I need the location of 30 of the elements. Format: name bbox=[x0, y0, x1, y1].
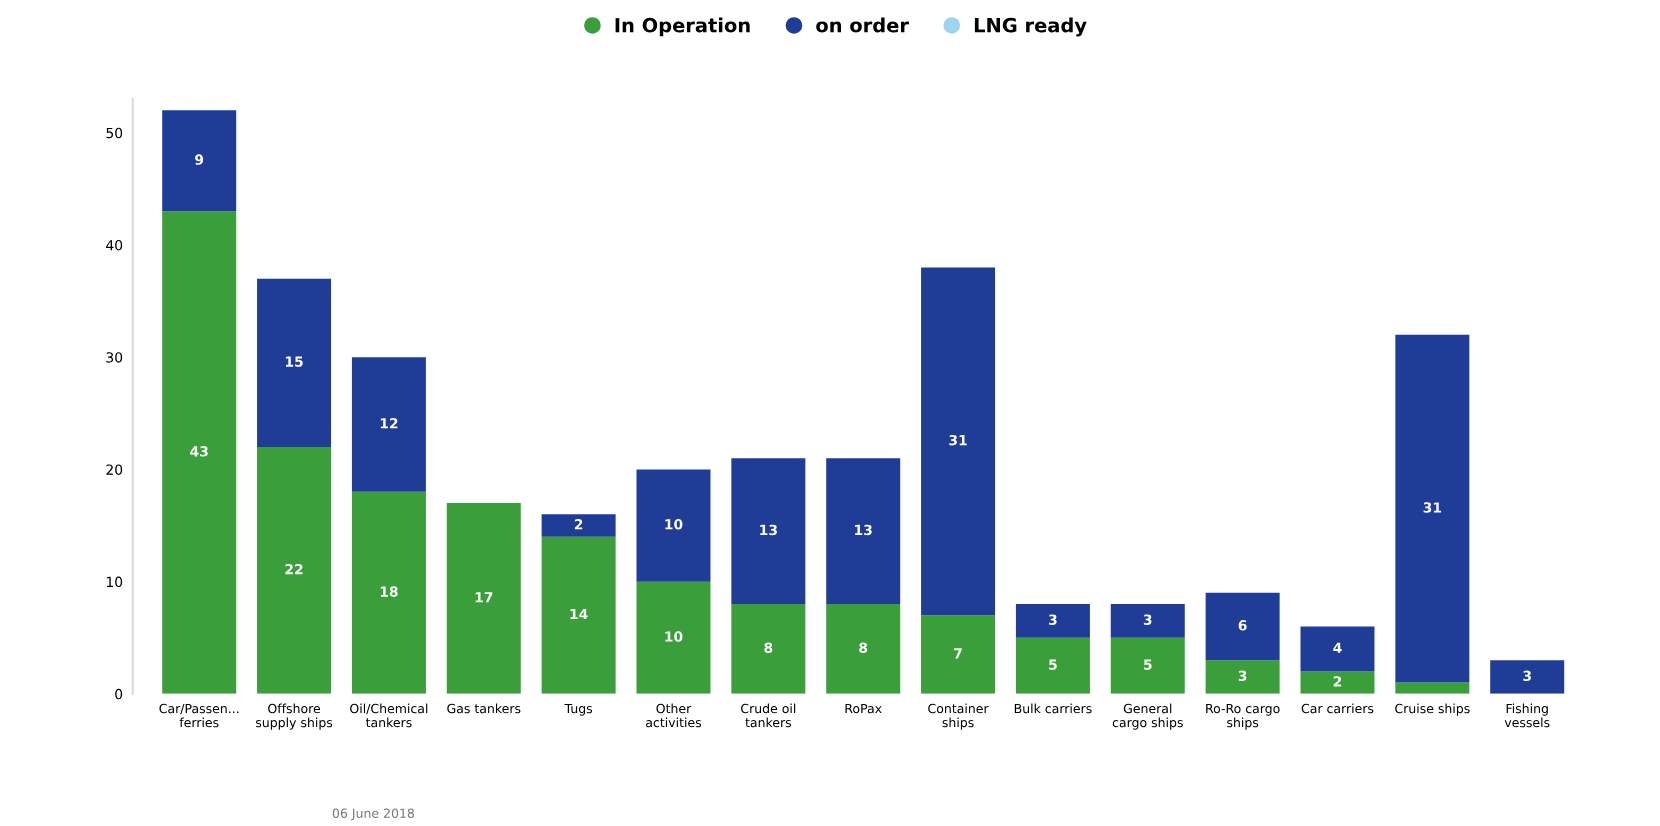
bar bbox=[636, 581, 711, 694]
bar bbox=[1015, 604, 1090, 638]
legend-label: on order bbox=[816, 17, 909, 33]
legend-label: In Operation bbox=[615, 17, 750, 37]
bar bbox=[541, 536, 616, 694]
bar bbox=[636, 469, 711, 582]
bar bbox=[1300, 626, 1375, 672]
bar bbox=[1490, 660, 1565, 694]
bar bbox=[1015, 637, 1090, 694]
bar bbox=[1110, 604, 1185, 638]
bar bbox=[1395, 334, 1470, 683]
bar bbox=[541, 514, 616, 537]
bar bbox=[162, 211, 237, 694]
bar bbox=[446, 503, 521, 694]
bar bbox=[257, 278, 332, 447]
bar bbox=[826, 458, 901, 605]
bar bbox=[1205, 660, 1280, 694]
legend-label: LNG ready bbox=[974, 17, 1087, 37]
bar bbox=[826, 604, 901, 694]
bar bbox=[257, 446, 332, 694]
bar bbox=[1300, 671, 1375, 694]
bar bbox=[351, 491, 426, 694]
bar bbox=[351, 357, 426, 492]
bar bbox=[731, 458, 806, 605]
bar bbox=[1110, 637, 1185, 694]
bar bbox=[162, 110, 237, 212]
bar bbox=[731, 604, 806, 694]
bar bbox=[921, 615, 996, 694]
bar bbox=[921, 267, 996, 616]
bar bbox=[1205, 592, 1280, 661]
